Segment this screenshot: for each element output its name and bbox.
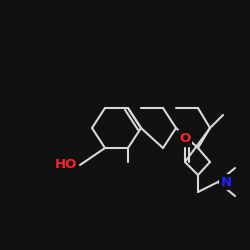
Text: N: N bbox=[221, 176, 232, 188]
Text: HO: HO bbox=[54, 158, 77, 172]
Text: O: O bbox=[180, 132, 191, 145]
